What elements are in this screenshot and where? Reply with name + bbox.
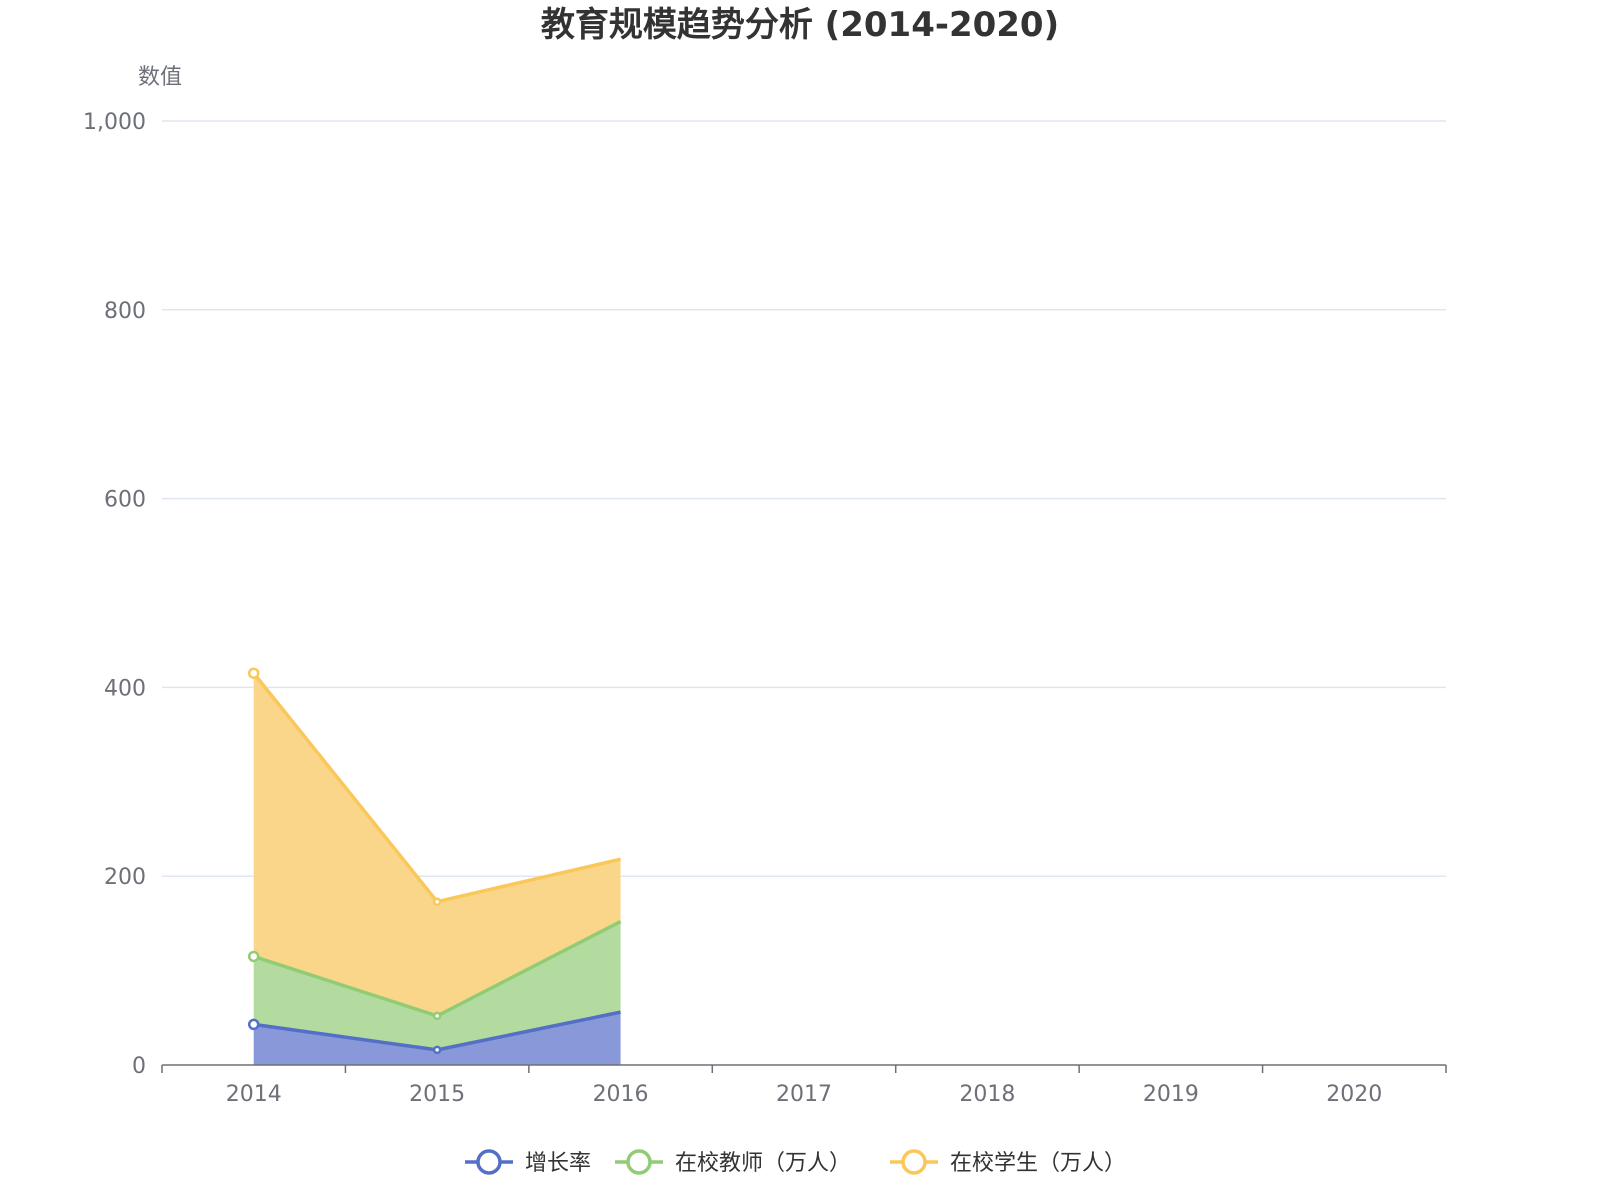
y-axis-label: 数值 — [138, 65, 182, 90]
y-tick-label: 200 — [104, 865, 146, 890]
data-point[interactable] — [432, 1011, 442, 1021]
area-series-1 — [253, 921, 621, 1050]
data-point[interactable] — [247, 950, 260, 963]
data-point[interactable] — [432, 1045, 442, 1055]
data-point[interactable] — [247, 1018, 260, 1031]
area-series-0 — [253, 1012, 621, 1065]
gridlines — [162, 120, 1446, 877]
legend-label: 在校学生（万人） — [950, 1151, 1126, 1176]
y-axis-ticks: 0 200 400 600 800 1,000 — [83, 110, 146, 1079]
x-axis — [161, 1064, 1447, 1073]
legend-marker-icon — [626, 1149, 652, 1175]
x-tick-label: 2017 — [776, 1082, 832, 1107]
x-tick-label: 2019 — [1143, 1082, 1199, 1107]
x-tick-label: 2018 — [959, 1082, 1015, 1107]
x-tick-label: 2016 — [593, 1082, 649, 1107]
legend-marker-icon — [476, 1149, 502, 1175]
series-points — [247, 667, 442, 1055]
y-tick-label: 600 — [104, 488, 146, 513]
x-axis-ticks: 2014 2015 2016 2017 2018 2019 2020 — [226, 1082, 1383, 1107]
area-series-2 — [253, 673, 621, 1016]
y-tick-label: 1,000 — [83, 110, 146, 135]
legend-item-2[interactable]: 在校学生（万人） — [890, 1149, 1126, 1176]
legend-label: 在校教师（万人） — [675, 1151, 851, 1176]
legend[interactable]: 增长率 在校教师（万人） 在校学生（万人） — [465, 1149, 1126, 1176]
y-tick-label: 800 — [104, 299, 146, 324]
chart-title: 教育规模趋势分析 (2014-2020) — [541, 5, 1059, 45]
series-areas — [253, 673, 621, 1065]
x-tick-label: 2020 — [1326, 1082, 1382, 1107]
x-tick-label: 2014 — [226, 1082, 282, 1107]
legend-marker-icon — [901, 1149, 927, 1175]
y-tick-label: 0 — [132, 1054, 146, 1079]
legend-item-1[interactable]: 在校教师（万人） — [615, 1149, 851, 1176]
y-tick-label: 400 — [104, 676, 146, 701]
data-point[interactable] — [247, 667, 260, 679]
legend-item-0[interactable]: 增长率 — [465, 1149, 591, 1176]
x-tick-label: 2015 — [409, 1082, 465, 1107]
legend-label: 增长率 — [525, 1151, 591, 1176]
data-point[interactable] — [432, 897, 442, 906]
